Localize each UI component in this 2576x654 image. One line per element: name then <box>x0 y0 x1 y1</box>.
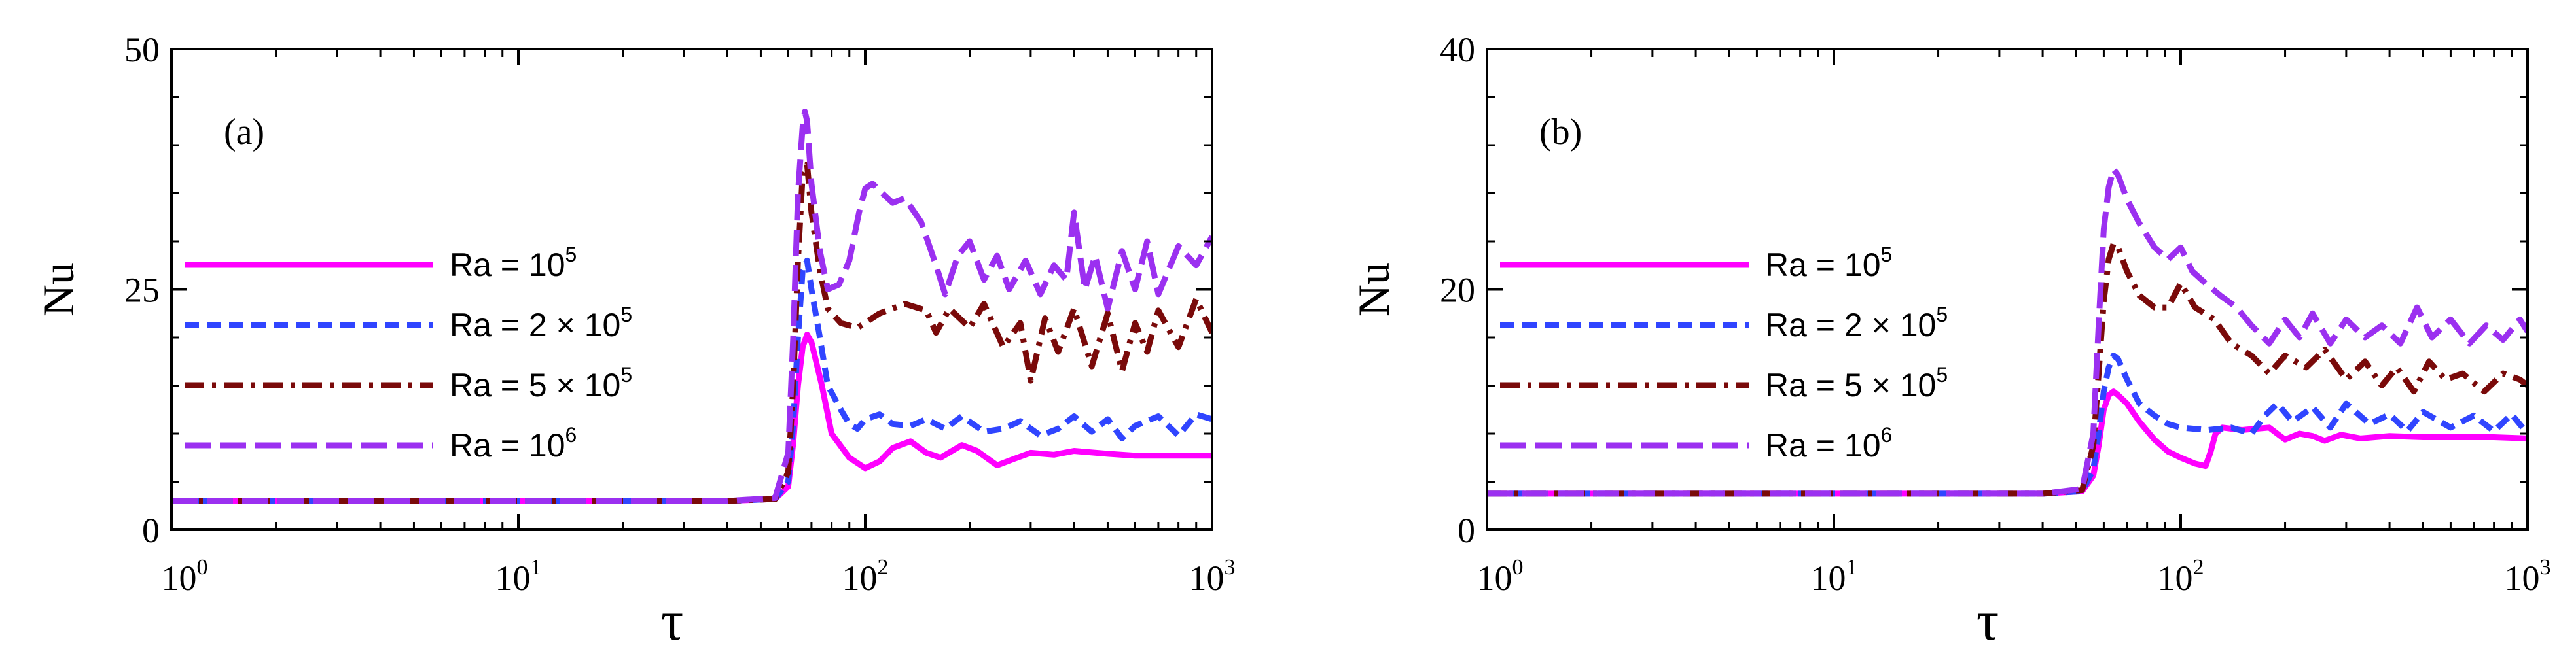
chart-panel-b: 0 20 40 100 101 102 103 τ Nu (b) Ra = 105 Ra = 2 × … <box>1349 30 2551 652</box>
plot-frame <box>170 48 1213 531</box>
legend-label-2: Ra = 2 × 105 <box>1765 303 1948 343</box>
legend: Ra = 105 Ra = 2 × 105 Ra = 5 × 105 Ra = 106 <box>1500 243 1948 464</box>
x-tick-label: 100 <box>162 555 208 598</box>
legend-label-3: Ra = 5 × 105 <box>1765 363 1948 404</box>
series-line-3 <box>171 161 1212 504</box>
series-line-2 <box>171 257 1212 504</box>
legend-label-4: Ra = 106 <box>450 423 577 464</box>
legend: Ra = 105 Ra = 2 × 105 Ra = 5 × 105 Ra = 106 <box>185 243 632 464</box>
legend-label-4: Ra = 106 <box>1765 423 1892 464</box>
plot-frame <box>1486 48 2529 531</box>
x-axis-label: τ <box>661 589 684 652</box>
series-line-3 <box>1487 241 2528 497</box>
panel-label: (a) <box>224 112 264 152</box>
y-tick-label: 50 <box>124 30 160 69</box>
x-axis-label: τ <box>1977 589 1999 652</box>
x-tick-label: 101 <box>1811 555 1857 598</box>
y-tick-label: 40 <box>1440 30 1475 69</box>
series-line-4 <box>1487 166 2528 497</box>
x-tick-label: 103 <box>1189 555 1236 598</box>
series-group <box>1487 166 2528 497</box>
x-tick-label: 102 <box>2158 555 2204 598</box>
series-line-1 <box>171 332 1212 504</box>
panel-label: (b) <box>1539 112 1582 152</box>
series-line-2 <box>1487 353 2528 497</box>
y-tick-label: 20 <box>1440 271 1475 310</box>
y-axis-label: Nu <box>33 262 83 317</box>
x-tick-label: 102 <box>842 555 889 598</box>
x-tick-label: 100 <box>1477 555 1524 598</box>
series-line-4 <box>171 109 1212 504</box>
y-tick-label: 0 <box>142 511 160 550</box>
legend-label-2: Ra = 2 × 105 <box>450 303 632 343</box>
x-tick-label: 103 <box>2505 555 2551 598</box>
y-tick-label: 25 <box>124 271 160 310</box>
legend-label-1: Ra = 105 <box>450 243 577 283</box>
y-tick-label: 0 <box>1458 511 1475 550</box>
legend-label-3: Ra = 5 × 105 <box>450 363 632 404</box>
x-tick-label: 101 <box>495 555 542 598</box>
chart-panel-a: 0 25 50 100 101 102 103 τ Nu (a) Ra = 105 Ra = 2 × … <box>33 30 1236 652</box>
y-axis-label: Nu <box>1349 262 1399 317</box>
legend-label-1: Ra = 105 <box>1765 243 1892 283</box>
series-group <box>171 109 1212 504</box>
